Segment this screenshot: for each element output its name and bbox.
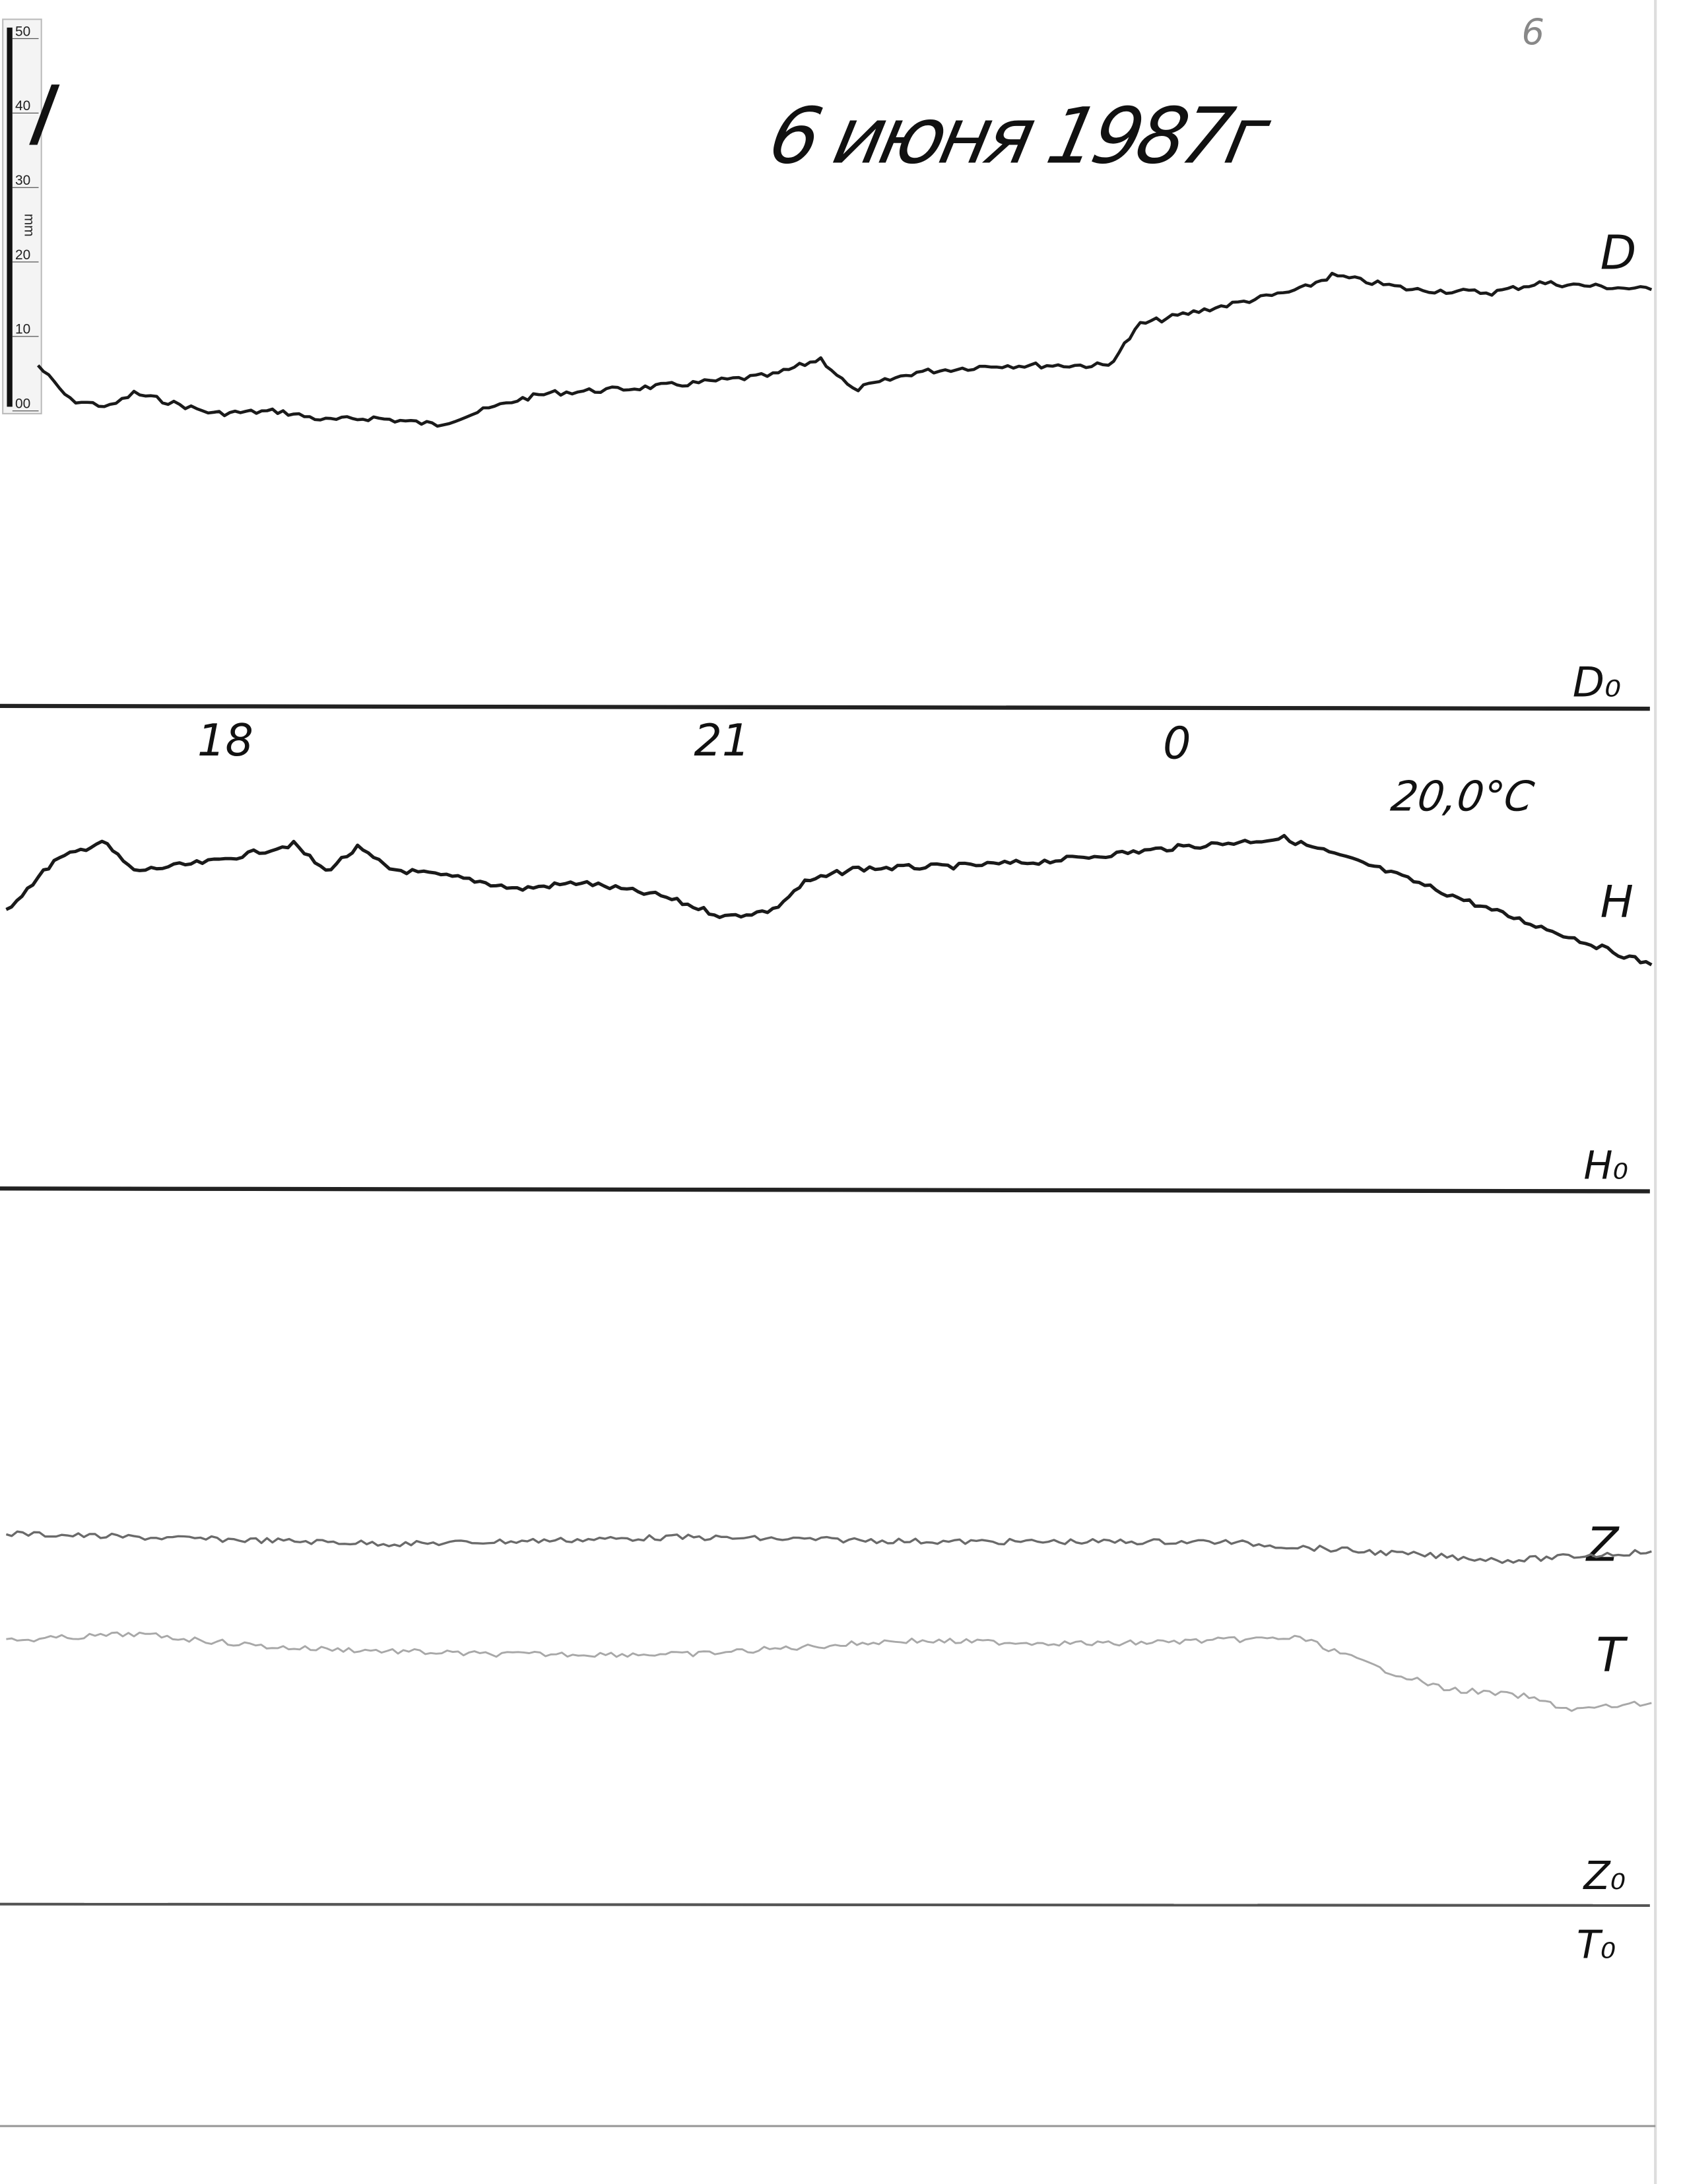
baseline-label-t0: T₀ bbox=[1577, 1922, 1616, 1967]
trace-h bbox=[5, 833, 1653, 967]
baseline-label-z0: Z₀ bbox=[1583, 1853, 1626, 1898]
page-title: 6 июня 1987г bbox=[762, 91, 1278, 181]
scale-tick-label: 10 bbox=[15, 322, 30, 337]
scale-tick-label: 20 bbox=[15, 247, 30, 263]
trace-t bbox=[6, 1631, 1652, 1712]
mm-scale-bar: 00 10 20 30 40 50 mm bbox=[2, 18, 42, 414]
series-label-t: T bbox=[1596, 1628, 1628, 1683]
baseline-z0-t0 bbox=[0, 1902, 1650, 1907]
page-number: 6 bbox=[1521, 11, 1544, 53]
trace-d bbox=[36, 271, 1653, 428]
scale-unit-label: mm bbox=[22, 214, 37, 237]
baseline-d0 bbox=[0, 703, 1650, 711]
series-label-h: H bbox=[1600, 876, 1634, 928]
baseline-label-d0: D₀ bbox=[1573, 658, 1621, 706]
baseline-label-h0: H₀ bbox=[1584, 1143, 1628, 1188]
series-label-d: D bbox=[1600, 225, 1637, 280]
x-tick-label-18: 18 bbox=[197, 715, 253, 766]
traces bbox=[5, 271, 1653, 1712]
scale-tick-label: 50 bbox=[15, 24, 30, 39]
trace-z bbox=[5, 1530, 1652, 1564]
scale-tick-label: 30 bbox=[15, 173, 30, 188]
scale-tick-label: 00 bbox=[15, 397, 30, 412]
x-tick-label-0: 0 bbox=[1163, 717, 1191, 769]
x-tick-label-21: 21 bbox=[694, 715, 750, 766]
scale-tick-label: 40 bbox=[15, 98, 30, 113]
series-label-z: Z bbox=[1585, 1517, 1620, 1572]
baseline-h0 bbox=[0, 1186, 1650, 1194]
temperature-label: 20,0°C bbox=[1388, 773, 1536, 821]
